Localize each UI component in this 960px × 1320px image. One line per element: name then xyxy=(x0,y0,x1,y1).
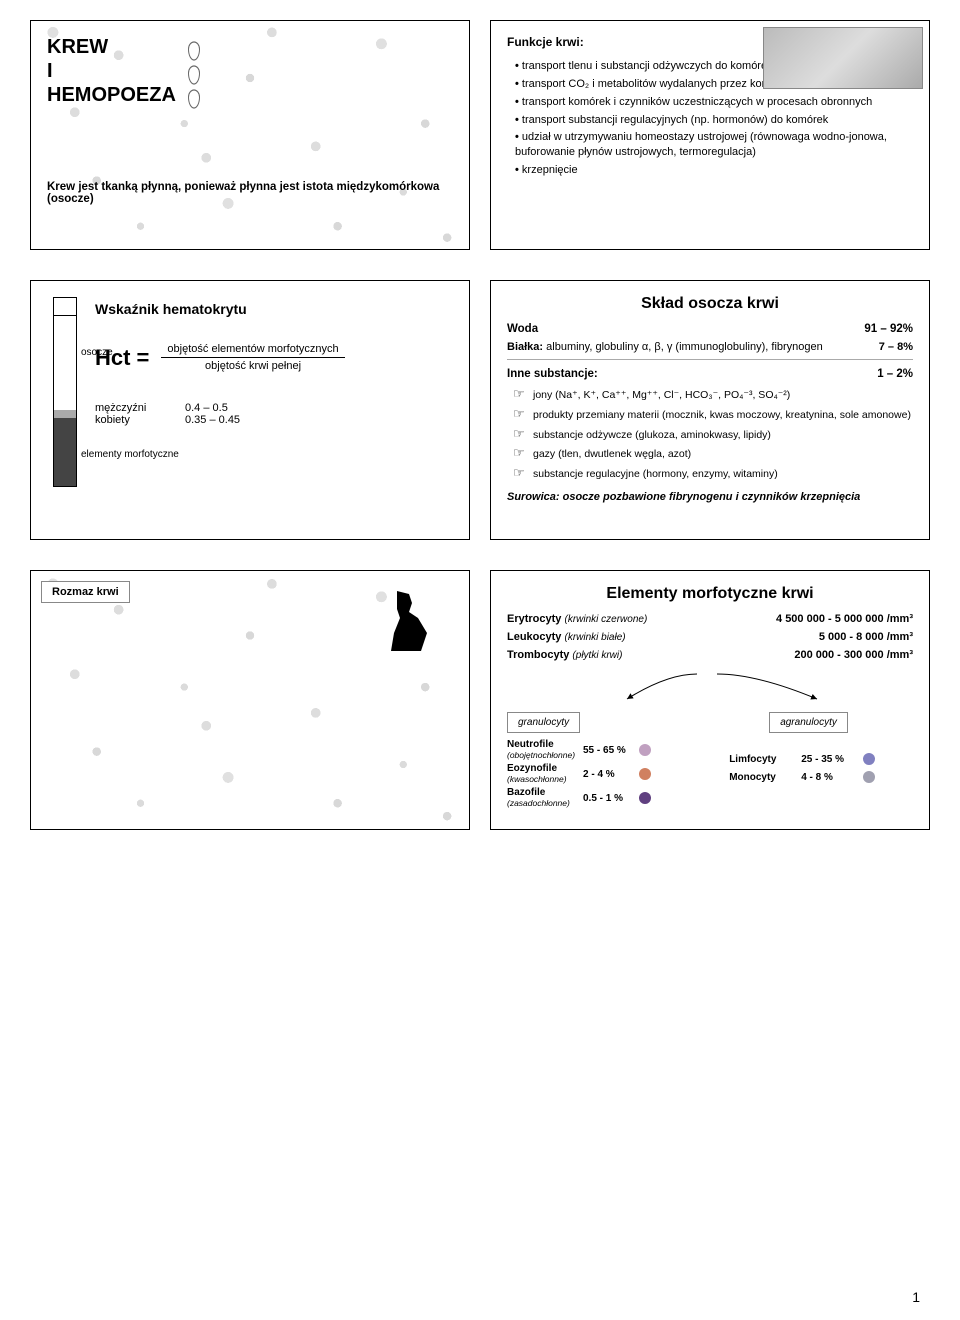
panel-title: KREW I HEMOPOEZA Krew jest tkanką płynną… xyxy=(30,20,470,250)
panel-smear: Rozmaz krwi xyxy=(30,570,470,830)
substance-item: jony (Na⁺, K⁺, Ca⁺⁺, Mg⁺⁺, Cl⁻, HCO₃⁻, P… xyxy=(513,384,913,404)
woda-val: 91 – 92% xyxy=(864,323,913,335)
granulocyte-row: Eozynofile(kwasochłonne)2 - 4 % xyxy=(507,763,709,785)
plasma-title: Skład osocza krwi xyxy=(507,295,913,313)
panel-hematocrit: Wskaźnik hematokrytu Hct = objętość elem… xyxy=(30,280,470,540)
inne-list: jony (Na⁺, K⁺, Ca⁺⁺, Mg⁺⁺, Cl⁻, HCO₃⁻, P… xyxy=(513,384,913,483)
surowica: Surowica: osocze pozbawione fibrynogenu … xyxy=(507,491,913,503)
element-row: Erytrocyty (krwinki czerwone)4 500 000 -… xyxy=(507,613,913,625)
hematocrit-label: Wskaźnik hematokrytu xyxy=(95,301,453,317)
element-row: Trombocyty (płytki krwi)200 000 - 300 00… xyxy=(507,649,913,661)
substance-item: gazy (tlen, dwutlenek węgla, azot) xyxy=(513,443,913,463)
bialka-text: albuminy, globuliny α, β, γ (immunoglobu… xyxy=(546,341,823,353)
panel-morphotic-elements: Elementy morfotyczne krwi Erytrocyty (kr… xyxy=(490,570,930,830)
panel-functions: Funkcje krwi: transport tlenu i substanc… xyxy=(490,20,930,250)
smear-label: Rozmaz krwi xyxy=(41,581,130,603)
element-rows: Erytrocyty (krwinki czerwone)4 500 000 -… xyxy=(507,613,913,661)
agranulocyte-rows: Limfocyty25 - 35 % Monocyty4 - 8 % xyxy=(729,753,913,783)
male-label: mężczyźni xyxy=(95,402,165,414)
microscope-silhouette xyxy=(379,591,439,651)
function-item: transport substancji regulacyjnych (np. … xyxy=(515,113,907,128)
agranulocyte-row: Limfocyty25 - 35 % xyxy=(729,753,913,765)
granulocyty-label: granulocyty xyxy=(507,712,580,733)
function-item: transport komórek i czynników uczestnicz… xyxy=(515,95,907,110)
branch-diagram xyxy=(507,669,915,709)
function-item: krzepnięcie xyxy=(515,163,907,178)
elements-title: Elementy morfotyczne krwi xyxy=(507,585,913,603)
bialka-label: Białka: xyxy=(507,341,543,353)
woda-label: Woda xyxy=(507,323,538,335)
hct-denominator: objętość krwi pełnej xyxy=(161,358,344,372)
function-item: udział w utrzymywaniu homeostazy ustrojo… xyxy=(515,130,907,160)
female-val: 0.35 – 0.45 xyxy=(185,414,240,426)
title-text: KREW I HEMOPOEZA xyxy=(47,35,176,107)
inne-label: Inne substancje: xyxy=(507,368,598,380)
elementy-label: elementy morfotyczne xyxy=(81,449,179,460)
element-row: Leukocyty (krwinki białe)5 000 - 8 000 /… xyxy=(507,631,913,643)
tissue-image xyxy=(763,27,923,89)
substance-item: substancje odżywcze (glukoza, aminokwasy… xyxy=(513,424,913,444)
granulocyte-rows: Neutrofile(obojętnochłonne)55 - 65 %Eozy… xyxy=(507,739,709,809)
osocze-label: osocze xyxy=(81,347,113,358)
agranulocyte-row: Monocyty4 - 8 % xyxy=(729,771,913,783)
female-label: kobiety xyxy=(95,414,165,426)
hct-numerator: objętość elementów morfotycznych xyxy=(161,343,344,358)
panel-plasma-composition: Skład osocza krwi Woda 91 – 92% Białka: … xyxy=(490,280,930,540)
granulocyte-row: Neutrofile(obojętnochłonne)55 - 65 % xyxy=(507,739,709,761)
agranulocyty-label: agranulocyty xyxy=(769,712,848,733)
drops xyxy=(188,39,200,111)
male-val: 0.4 – 0.5 xyxy=(185,402,228,414)
bialka-val: 7 – 8% xyxy=(879,341,913,353)
inne-val: 1 – 2% xyxy=(877,368,913,380)
caption: Krew jest tkanką płynną, ponieważ płynna… xyxy=(47,181,453,205)
granulocyte-row: Bazofile(zasadochłonne)0.5 - 1 % xyxy=(507,787,709,809)
substance-item: produkty przemiany materii (mocznik, kwa… xyxy=(513,404,913,424)
page-number: 1 xyxy=(912,1289,920,1305)
substance-item: substancje regulacyjne (hormony, enzymy,… xyxy=(513,463,913,483)
hematocrit-tube xyxy=(53,297,77,487)
